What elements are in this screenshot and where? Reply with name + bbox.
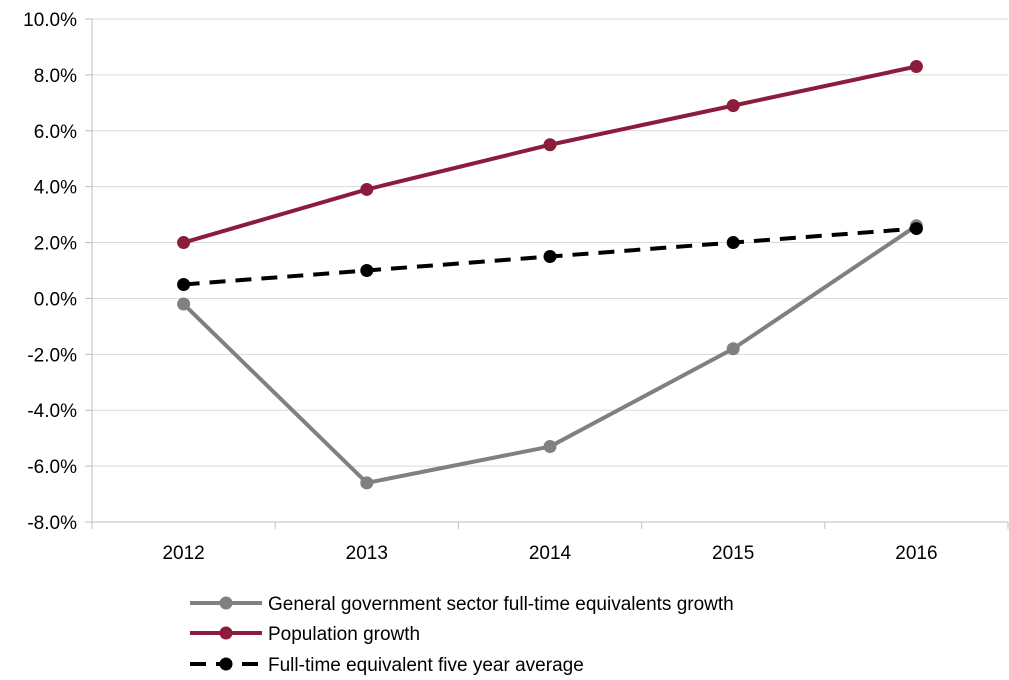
y-tick-label: -2.0%: [27, 345, 77, 366]
x-tick-label: 2014: [529, 543, 572, 564]
legend-swatch-marker: [219, 596, 233, 610]
gridlines: [92, 18, 1008, 523]
x-tick-label: 2013: [346, 543, 388, 564]
data-point-0-0: [177, 297, 191, 311]
x-tick-label: 2012: [162, 543, 204, 564]
data-point-0-1: [360, 476, 374, 490]
data-point-2-2: [543, 250, 557, 264]
x-tick-label: 2015: [712, 543, 754, 564]
y-tick-label: 2.0%: [34, 234, 77, 255]
data-point-1-3: [726, 99, 740, 113]
y-tick-label: 6.0%: [34, 122, 77, 143]
legend-item-0: General government sector full-time equi…: [190, 594, 734, 615]
data-point-0-2: [543, 440, 557, 454]
y-tick-label: -8.0%: [27, 513, 77, 534]
data-point-2-0: [177, 277, 191, 291]
series-2: [177, 222, 923, 291]
data-point-2-4: [909, 222, 923, 236]
legend-swatch-marker: [219, 626, 233, 640]
data-point-1-1: [360, 182, 374, 196]
series-1: [177, 60, 923, 250]
legend-label: General government sector full-time equi…: [268, 594, 734, 615]
y-tick-label: 10.0%: [23, 10, 77, 31]
legend-item-2: Full-time equivalent five year average: [190, 655, 584, 676]
y-tick-label: 4.0%: [34, 178, 77, 199]
y-tick-label: -4.0%: [27, 401, 77, 422]
legend: General government sector full-time equi…: [190, 594, 734, 676]
data-point-0-3: [726, 342, 740, 356]
data-point-2-1: [360, 264, 374, 277]
y-tick-label: 8.0%: [34, 66, 77, 87]
data-point-1-2: [543, 138, 557, 152]
legend-item-1: Population growth: [190, 624, 420, 645]
series: [177, 60, 923, 490]
series-0: [177, 219, 923, 490]
data-point-2-3: [726, 236, 740, 250]
series-line-1: [183, 64, 917, 245]
data-point-1-4: [909, 60, 923, 74]
legend-label: Full-time equivalent five year average: [268, 655, 584, 676]
x-tick-label: 2016: [895, 543, 937, 564]
legend-label: Population growth: [268, 624, 420, 645]
y-tick-label: 0.0%: [34, 289, 77, 310]
legend-swatch-marker: [219, 657, 233, 671]
data-point-1-0: [177, 236, 191, 250]
axes: -8.0% -6.0% -4.0% -2.0% 0.0% 2.0% 4.0% 6.0% 8.0%…: [23, 10, 1009, 564]
y-tick-label: -6.0%: [27, 457, 77, 478]
